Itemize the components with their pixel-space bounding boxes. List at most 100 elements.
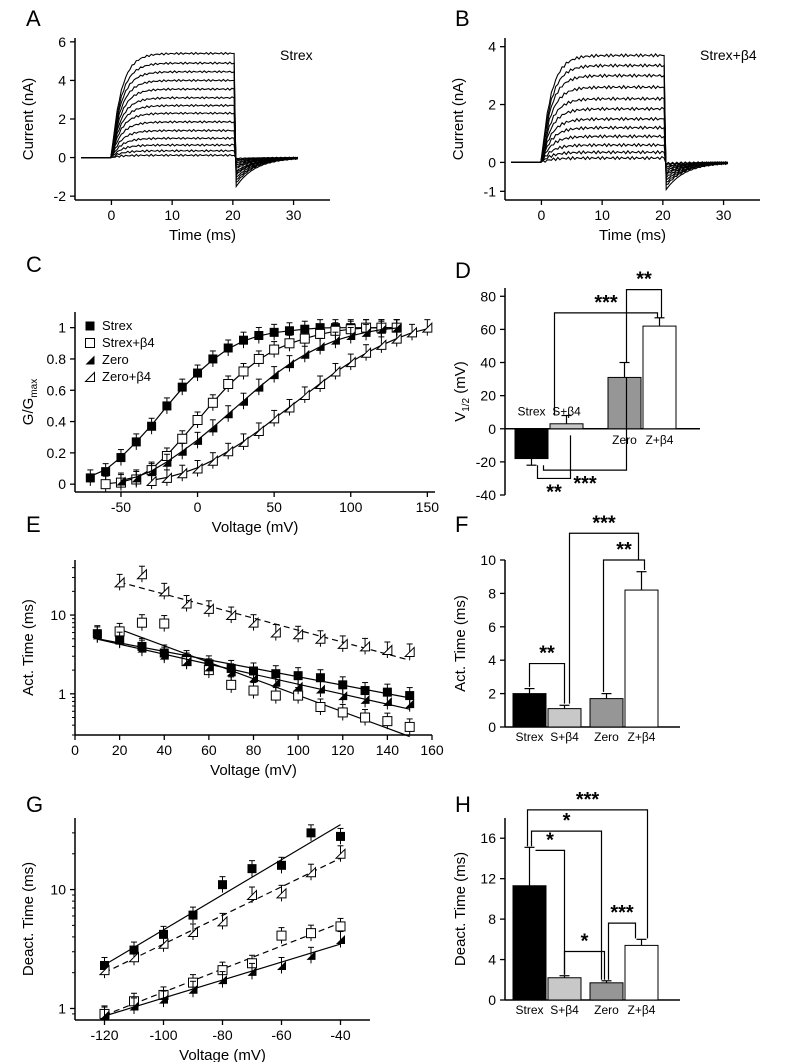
data-point	[305, 866, 316, 878]
current-trace	[81, 111, 298, 169]
data-point	[382, 696, 392, 706]
x-tick-label: -40	[330, 1027, 350, 1043]
y-axis-label-unit: (mV)	[452, 361, 469, 398]
significance-bracket	[563, 950, 606, 980]
data-point	[315, 684, 325, 694]
y-tick-label: 12	[480, 871, 496, 887]
data-point	[116, 476, 126, 486]
data-point	[136, 617, 147, 628]
data-point	[237, 436, 249, 447]
data-point	[100, 1010, 109, 1020]
data-point	[136, 568, 147, 580]
legend-marker	[85, 355, 95, 365]
legend-label: Strex+β4	[102, 335, 155, 350]
data-point	[299, 389, 310, 400]
data-point	[128, 951, 139, 963]
data-point	[239, 335, 249, 345]
data-point	[270, 690, 281, 701]
y-tick-label: 1	[58, 686, 66, 702]
data-point	[226, 667, 236, 677]
data-point	[293, 681, 303, 691]
x-tick-label: 60	[201, 742, 217, 758]
significance-bracket	[528, 662, 566, 704]
data-point	[207, 397, 218, 408]
data-point	[361, 327, 371, 337]
x-tick-label: -80	[212, 1027, 232, 1043]
current-trace	[81, 149, 299, 161]
data-point	[177, 433, 188, 444]
data-point	[269, 327, 279, 337]
data-point	[188, 984, 198, 994]
data-point	[269, 344, 280, 355]
data-point	[375, 339, 387, 350]
data-point	[223, 343, 233, 353]
data-point	[218, 975, 227, 985]
category-label: Strex	[517, 405, 545, 419]
significance-label: **	[636, 269, 652, 291]
y-tick-label: 80	[480, 288, 496, 304]
data-point	[192, 415, 203, 425]
y-tick-label: 10	[50, 607, 66, 623]
x-tick-label: -50	[111, 499, 131, 515]
data-point	[277, 860, 286, 870]
data-point	[131, 437, 141, 447]
y-tick-label: 0	[488, 719, 496, 735]
y-tick-label: 8	[488, 585, 496, 601]
y-axis-label: Act. Time (ms)	[20, 599, 37, 696]
significance-label: *	[563, 810, 571, 832]
x-tick-label: 30	[286, 207, 302, 223]
data-point	[158, 585, 170, 597]
x-tick-label: 20	[655, 207, 671, 223]
data-point	[359, 640, 371, 652]
significance-label: **	[539, 643, 555, 665]
y-axis-label-main: Act. Time (ms)	[20, 599, 37, 696]
current-trace	[511, 125, 728, 171]
panel-label-e: E	[26, 512, 41, 537]
significance-bracket	[602, 559, 646, 692]
data-point	[284, 359, 294, 369]
data-point	[147, 467, 157, 477]
data-point	[216, 915, 228, 927]
data-point	[300, 324, 310, 334]
y-tick-label: 16	[480, 830, 496, 846]
current-trace	[81, 51, 299, 189]
data-point	[284, 338, 295, 349]
data-point	[100, 479, 111, 490]
bar-z-4	[642, 325, 677, 430]
legend-marker	[85, 338, 95, 348]
significance-label: ***	[576, 789, 600, 811]
data-point	[269, 370, 279, 380]
x-tick-label: 30	[716, 207, 732, 223]
significance-bracket	[530, 830, 603, 980]
current-trace	[511, 116, 729, 174]
y-tick-label: 6	[488, 619, 496, 635]
data-point	[147, 421, 157, 431]
data-point	[180, 597, 192, 609]
data-point	[421, 321, 433, 333]
data-point	[254, 330, 264, 340]
data-point	[177, 382, 187, 392]
plot-c: -50 0 50 100 150 Voltage (mV) 0 0.2 0.4 0.6 0.8 1 G/…	[20, 312, 439, 536]
x-tick-label: 0	[71, 742, 79, 758]
data-point	[226, 679, 237, 690]
current-trace	[81, 96, 299, 176]
y-tick-label: 0	[58, 150, 66, 166]
y-axis-label-main: Current (nA)	[20, 78, 37, 161]
data-point	[113, 576, 125, 588]
category-label: S+β4	[550, 1003, 579, 1017]
data-point	[247, 864, 257, 874]
data-point	[406, 326, 418, 338]
significance-label: ***	[594, 292, 618, 314]
data-point	[315, 673, 325, 683]
x-tick-label: 20	[112, 742, 128, 758]
plot-d: -40 -20 0 20 40 60 80 V1/2 (mV) Strex S+β4 Zero Z+β…	[452, 269, 700, 503]
y-tick-label: -40	[476, 487, 496, 503]
x-tick-label: 50	[266, 499, 282, 515]
data-point	[337, 638, 348, 649]
y-tick-label: 6	[58, 34, 66, 50]
y-tick-label: 10	[480, 552, 496, 568]
category-label: Strex	[515, 1003, 543, 1017]
category-label: Z+β4	[646, 433, 674, 447]
data-point	[315, 702, 326, 713]
